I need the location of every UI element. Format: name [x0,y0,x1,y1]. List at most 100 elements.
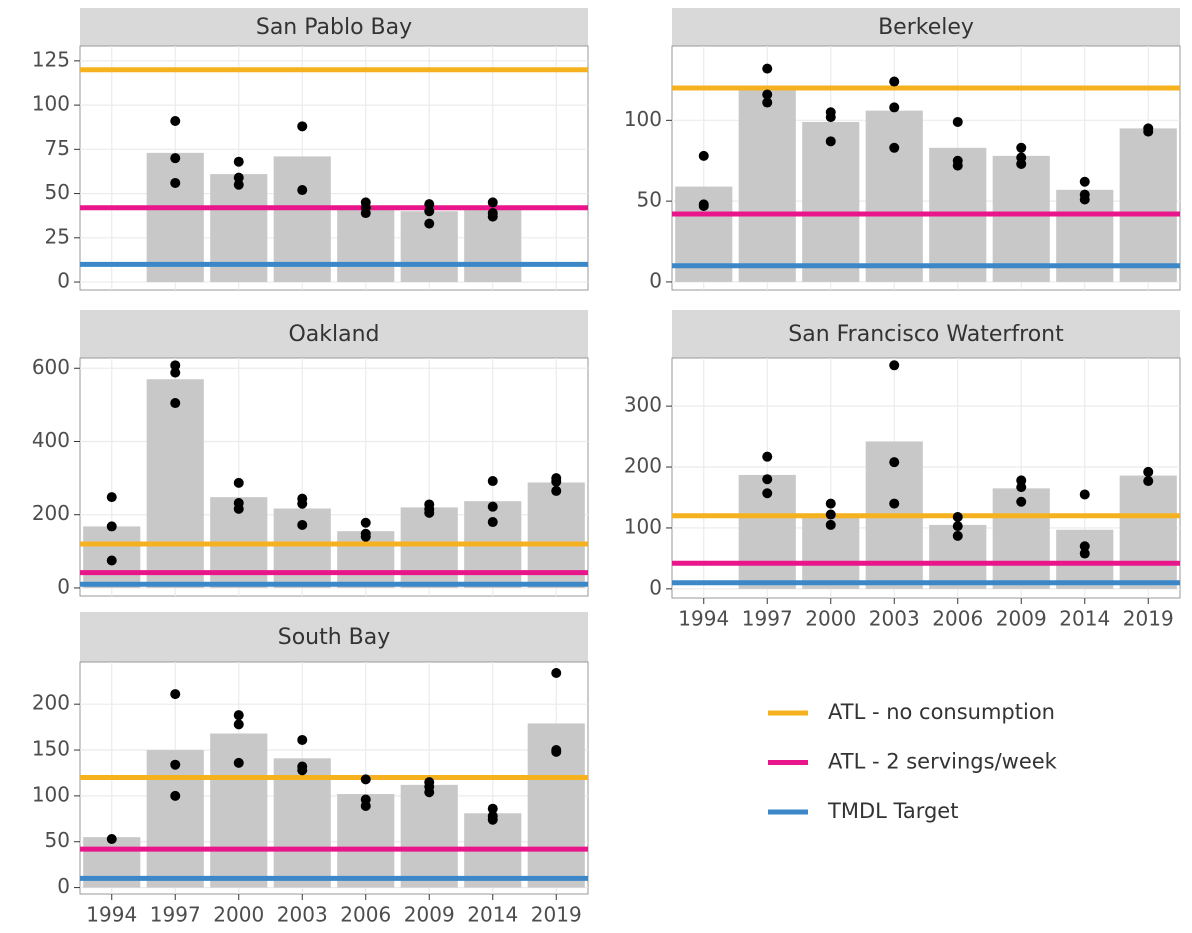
sample-point [170,367,181,378]
sample-point [825,498,836,509]
sample-point [1079,489,1090,500]
bar [337,207,395,283]
x-tick-label: 1994 [86,903,137,927]
sample-point [1016,496,1027,507]
y-tick-label: 0 [57,269,70,293]
y-tick-label: 150 [32,737,70,761]
sample-point [551,668,562,679]
sample-point [360,774,371,785]
sample-point [762,89,773,100]
bar [400,507,458,588]
sample-point [889,102,900,113]
sample-point [762,451,773,462]
bar [146,379,204,588]
sample-point [424,199,435,210]
sample-point [825,509,836,520]
panel-title: Oakland [288,322,379,347]
sample-point [952,160,963,171]
sample-point [360,531,371,542]
x-tick-label: 2009 [404,903,455,927]
sample-point [762,488,773,499]
sample-point [297,734,308,745]
y-tick-label: 0 [57,874,70,898]
bar [1119,128,1177,282]
sample-point [106,521,117,532]
legend-label: TMDL Target [827,799,958,823]
sample-point [1143,476,1154,487]
x-tick-label: 2019 [531,903,582,927]
x-tick-label: 2003 [277,903,328,927]
bar [802,121,860,282]
sample-point [698,200,709,211]
legend-label: ATL - 2 servings/week [828,750,1058,774]
bar [992,155,1050,282]
y-tick-label: 25 [45,224,70,248]
sample-point [551,485,562,496]
y-tick-label: 50 [637,188,662,212]
panel-title: South Bay [278,625,391,650]
y-tick-label: 0 [649,268,662,292]
y-tick-label: 100 [32,92,70,116]
sample-point [170,360,181,371]
x-tick-label: 1994 [678,607,729,631]
sample-point [424,787,435,798]
sample-point [952,530,963,541]
sample-point [233,757,244,768]
sample-point [762,63,773,74]
y-tick-label: 100 [32,782,70,806]
y-tick-label: 75 [45,136,70,160]
sample-point [297,121,308,132]
sample-point [170,398,181,409]
y-tick-label: 400 [32,428,70,452]
sample-point [551,476,562,487]
y-tick-label: 50 [45,180,70,204]
panel-title: Berkeley [878,15,974,40]
sample-point [233,710,244,721]
x-tick-label: 2014 [467,903,518,927]
sample-point [1016,142,1027,153]
bar [738,88,796,282]
sample-point [106,833,117,844]
y-tick-label: 200 [32,691,70,715]
sample-point [1079,194,1090,205]
sample-point [297,519,308,530]
sample-point [297,185,308,196]
bar [1056,529,1114,589]
sample-point [233,172,244,183]
x-tick-label: 2009 [996,607,1047,631]
sample-point [424,507,435,518]
y-tick-label: 100 [624,107,662,131]
sample-point [487,197,498,208]
sample-point [1016,482,1027,493]
y-tick-label: 600 [32,355,70,379]
y-tick-label: 300 [624,393,662,417]
sample-point [170,759,181,770]
sample-point [952,116,963,127]
sample-point [762,97,773,108]
x-tick-label: 2006 [340,903,391,927]
sample-point [170,790,181,801]
x-tick-label: 2019 [1123,607,1174,631]
sample-point [233,477,244,488]
strip [672,8,1180,46]
sample-point [952,511,963,522]
sample-point [762,474,773,485]
strip [80,310,588,358]
sample-point [487,803,498,814]
x-tick-label: 2003 [869,607,920,631]
sample-point [487,211,498,222]
y-tick-label: 200 [32,501,70,525]
sample-point [1143,466,1154,477]
bar [273,156,331,283]
panel-title: San Pablo Bay [256,15,412,40]
sample-point [170,116,181,127]
sample-point [889,142,900,153]
sample-point [1079,541,1090,552]
sample-point [106,492,117,503]
sample-point [233,503,244,514]
sample-point [360,208,371,219]
sample-point [889,457,900,468]
sample-point [551,746,562,757]
sample-point [424,206,435,217]
